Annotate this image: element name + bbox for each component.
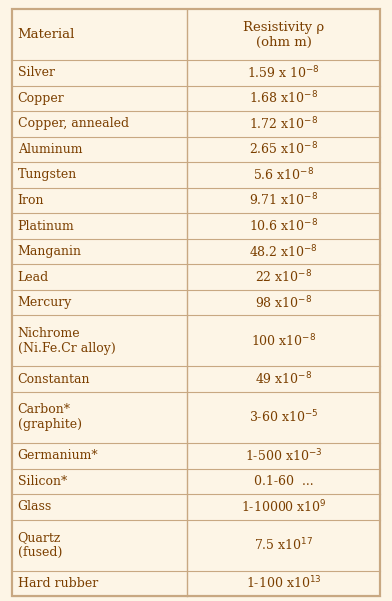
Text: 100 x10$^{-8}$: 100 x10$^{-8}$ bbox=[251, 332, 316, 349]
Text: Glass: Glass bbox=[18, 501, 52, 513]
Text: Constantan: Constantan bbox=[18, 373, 90, 386]
Text: 98 x10$^{-8}$: 98 x10$^{-8}$ bbox=[255, 294, 312, 311]
Text: 49 x10$^{-8}$: 49 x10$^{-8}$ bbox=[255, 371, 312, 388]
Text: 1.68 x10$^{-8}$: 1.68 x10$^{-8}$ bbox=[249, 90, 318, 106]
Text: Manganin: Manganin bbox=[18, 245, 82, 258]
Text: Silicon*: Silicon* bbox=[18, 475, 67, 488]
Text: Aluminum: Aluminum bbox=[18, 143, 82, 156]
Text: 1-500 x10$^{-3}$: 1-500 x10$^{-3}$ bbox=[245, 448, 322, 464]
Text: Hard rubber: Hard rubber bbox=[18, 577, 98, 590]
Text: 22 x10$^{-8}$: 22 x10$^{-8}$ bbox=[255, 269, 312, 285]
Text: 7.5 x10$^{17}$: 7.5 x10$^{17}$ bbox=[254, 537, 313, 554]
Text: Copper, annealed: Copper, annealed bbox=[18, 117, 129, 130]
Text: Lead: Lead bbox=[18, 270, 49, 284]
Text: 1.72 x10$^{-8}$: 1.72 x10$^{-8}$ bbox=[249, 115, 318, 132]
Text: 3-60 x10$^{-5}$: 3-60 x10$^{-5}$ bbox=[249, 409, 318, 426]
Text: Tungsten: Tungsten bbox=[18, 168, 77, 182]
Text: 1.59 x 10$^{-8}$: 1.59 x 10$^{-8}$ bbox=[247, 64, 320, 81]
Text: Copper: Copper bbox=[18, 92, 64, 105]
Text: 5.6 x10$^{-8}$: 5.6 x10$^{-8}$ bbox=[253, 166, 314, 183]
Text: Platinum: Platinum bbox=[18, 219, 74, 233]
Text: 1-10000 x10$^{9}$: 1-10000 x10$^{9}$ bbox=[241, 499, 327, 515]
Text: Mercury: Mercury bbox=[18, 296, 72, 309]
Text: 10.6 x10$^{-8}$: 10.6 x10$^{-8}$ bbox=[249, 218, 318, 234]
Text: Germanium*: Germanium* bbox=[18, 450, 98, 462]
Text: Silver: Silver bbox=[18, 66, 54, 79]
Text: 9.71 x10$^{-8}$: 9.71 x10$^{-8}$ bbox=[249, 192, 318, 209]
Text: 0.1-60  ...: 0.1-60 ... bbox=[254, 475, 313, 488]
Text: 1-100 x10$^{13}$: 1-100 x10$^{13}$ bbox=[246, 575, 321, 592]
Text: Iron: Iron bbox=[18, 194, 44, 207]
Text: 48.2 x10$^{-8}$: 48.2 x10$^{-8}$ bbox=[249, 243, 318, 260]
Text: Quartz
(fused): Quartz (fused) bbox=[18, 531, 62, 559]
Text: 2.65 x10$^{-8}$: 2.65 x10$^{-8}$ bbox=[249, 141, 318, 157]
Text: Resistivity ρ
(ohm m): Resistivity ρ (ohm m) bbox=[243, 20, 324, 49]
Text: Carbon*
(graphite): Carbon* (graphite) bbox=[18, 403, 82, 432]
Text: Material: Material bbox=[18, 28, 75, 41]
Text: Nichrome
(Ni.Fe.Cr alloy): Nichrome (Ni.Fe.Cr alloy) bbox=[18, 327, 115, 355]
